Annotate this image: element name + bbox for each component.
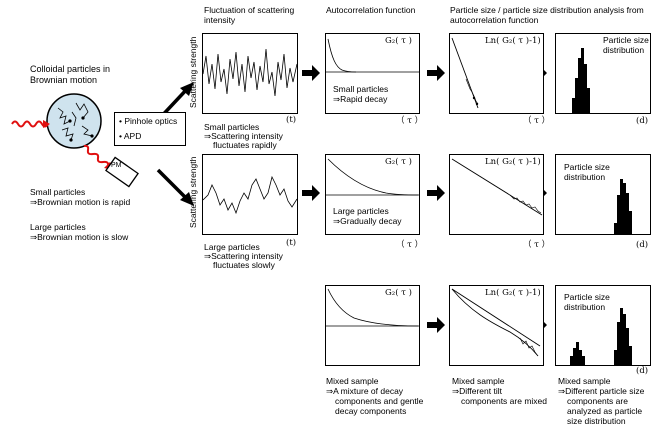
header-analysis: Particle size / particle size distributi… <box>450 5 644 25</box>
fluct-caption-1b: ⇒Scattering intensity <box>204 131 283 141</box>
auto-caption-1a: Small particles <box>333 84 389 94</box>
flow-arrows <box>302 65 445 333</box>
fluct-caption-2a: Large particles <box>204 242 260 252</box>
tau-label-2b: （ τ ） <box>523 240 551 250</box>
ln-chart-small <box>449 33 544 114</box>
optics-item-pinhole: • Pinhole optics <box>119 116 178 126</box>
pm-label: PM <box>111 162 122 169</box>
dist-label-3a: Particle size <box>564 292 610 302</box>
auto-caption-3b: ⇒A mixture of decay <box>326 386 404 396</box>
fluct-caption-1a: Small particles <box>204 122 260 132</box>
fluct-chart-small <box>202 33 298 114</box>
dist-caption-3d: analyzed as particle <box>567 406 643 416</box>
dist-chart-large <box>555 154 651 235</box>
optics-item-apd: • APD <box>119 131 142 141</box>
small-note-1: Small particles <box>30 187 86 197</box>
ln-label-3: Ln( G₂( τ )-1) <box>485 288 541 298</box>
dist-chart-mixed <box>555 285 651 366</box>
autocorr-chart-small <box>325 33 420 114</box>
auto-caption-3d: decay components <box>335 406 407 416</box>
fluct-caption-1c: fluctuates rapidly <box>213 140 277 150</box>
g2-label-3: G₂( τ ) <box>385 288 412 298</box>
pm-detector <box>105 156 139 188</box>
ln-label-2: Ln( G₂( τ )-1) <box>485 157 541 167</box>
axis-label-scattering-1: Scattering strength <box>188 36 198 108</box>
d-label-1: (d) <box>636 116 649 126</box>
dist-caption-3b: ⇒Different particle size <box>558 386 645 396</box>
large-note-1: Large particles <box>30 222 86 232</box>
fluct-caption-2c: fluctuates slowly <box>213 260 275 270</box>
ln-caption-3a: Mixed sample <box>452 376 505 386</box>
dist-caption-3c: components are <box>567 396 628 406</box>
auto-caption-2b: ⇒Gradually decay <box>333 216 402 226</box>
fluct-caption-2b: ⇒Scattering intensity <box>204 251 283 261</box>
ln-label-1: Ln( G₂( τ )-1) <box>485 36 541 46</box>
dist-label-2b: distribution <box>564 172 606 182</box>
colloid-sphere <box>46 93 102 149</box>
ln-chart-mixed <box>449 285 544 366</box>
dist-label-1a: Particle size <box>603 35 649 45</box>
d-label-3: (d) <box>636 366 649 376</box>
ln-caption-3c: components are mixed <box>461 396 547 406</box>
colloid-title: Colloidal particles in Brownian motion <box>30 64 111 85</box>
t-label-1: (t) <box>286 115 297 125</box>
axis-label-scattering-2: Scattering strength <box>188 156 198 228</box>
auto-caption-1b: ⇒Rapid decay <box>333 94 388 104</box>
autocorr-chart-mixed <box>325 285 420 366</box>
auto-caption-3c: components and gentle <box>335 396 424 406</box>
dist-caption-3a: Mixed sample <box>558 376 611 386</box>
header-fluctuation: Fluctuation of scattering intensity <box>204 5 295 25</box>
auto-caption-2a: Large particles <box>333 206 389 216</box>
small-note-2: ⇒Brownian motion is rapid <box>30 197 131 207</box>
g2-label-2: G₂( τ ) <box>385 157 412 167</box>
dist-caption-3e: size distribution <box>567 416 626 426</box>
particle-traces <box>57 102 93 141</box>
tau-label-1b: （ τ ） <box>523 116 551 126</box>
optics-box: • Pinhole optics • APD <box>114 112 186 146</box>
ln-caption-3b: ⇒Different tilt <box>452 386 502 396</box>
dist-label-1b: distribution <box>603 45 645 55</box>
header-autocorrelation: Autocorrelation function <box>326 5 416 15</box>
g2-label-1: G₂( τ ) <box>385 36 412 46</box>
t-label-2: (t) <box>286 238 297 248</box>
dist-label-2a: Particle size <box>564 162 610 172</box>
tau-label-1a: （ τ ） <box>396 116 424 126</box>
autocorr-chart-large <box>325 154 420 235</box>
d-label-2: (d) <box>636 240 649 250</box>
large-note-2: ⇒Brownian motion is slow <box>30 232 129 242</box>
laser-beam-in <box>11 120 49 128</box>
ln-chart-large <box>449 154 544 235</box>
tau-label-2a: （ τ ） <box>396 240 424 250</box>
dist-chart-small <box>555 33 651 114</box>
fluct-chart-large <box>202 154 298 235</box>
dist-label-3b: distribution <box>564 302 606 312</box>
auto-caption-3a: Mixed sample <box>326 376 379 386</box>
